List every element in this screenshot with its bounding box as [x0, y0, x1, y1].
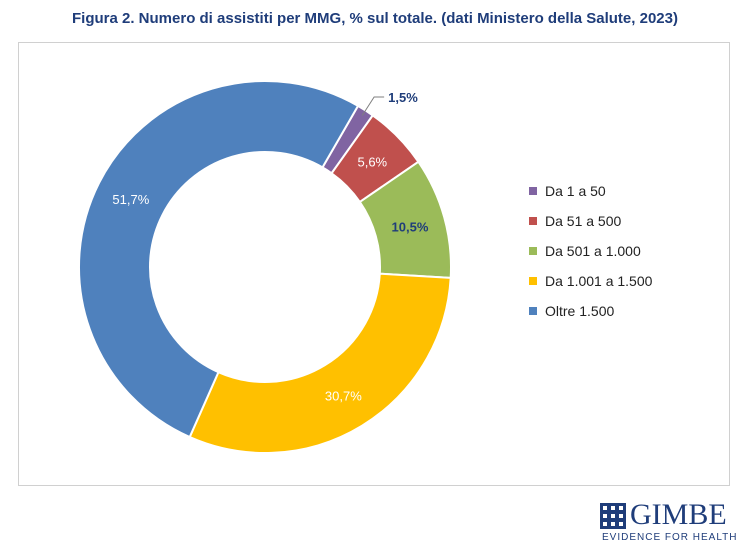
- leader-line-da-1-a-50: [361, 96, 385, 116]
- data-label-da-501-a-1-000: 10,5%: [392, 220, 429, 235]
- legend-item-da-1-001-a-1-500: Da 1.001 a 1.500: [529, 266, 652, 296]
- legend-label: Da 1 a 50: [545, 183, 606, 199]
- data-label-oltre-1-500: 51,7%: [112, 192, 149, 207]
- legend-label: Da 501 a 1.000: [545, 243, 641, 259]
- gimbe-logo-icon: [600, 503, 626, 529]
- legend: Da 1 a 50 Da 51 a 500 Da 501 a 1.000 Da 1.0…: [529, 176, 652, 326]
- legend-item-da-51-a-500: Da 51 a 500: [529, 206, 652, 236]
- legend-label: Da 51 a 500: [545, 213, 622, 229]
- legend-item-da-1-a-50: Da 1 a 50: [529, 176, 652, 206]
- legend-swatch: [529, 187, 537, 195]
- data-label-da-1-a-50: 1,5%: [388, 90, 418, 105]
- legend-swatch: [529, 217, 537, 225]
- legend-item-da-501-a-1-000: Da 501 a 1.000: [529, 236, 652, 266]
- legend-item-oltre-1-500: Oltre 1.500: [529, 296, 652, 326]
- logo-tagline: EVIDENCE FOR HEALTH: [602, 532, 738, 543]
- legend-swatch: [529, 277, 537, 285]
- data-label-da-51-a-500: 5,6%: [357, 154, 387, 169]
- legend-label: Da 1.001 a 1.500: [545, 273, 653, 289]
- chart-title: Figura 2. Numero di assistiti per MMG, %…: [72, 10, 678, 27]
- legend-label: Oltre 1.500: [545, 303, 615, 319]
- gimbe-logo: GIMBE EVIDENCE FOR HEALTH: [600, 498, 740, 548]
- slice-oltre-1-500: [78, 80, 360, 439]
- slice-da-1-001-a-1-500: [188, 272, 452, 454]
- legend-swatch: [529, 307, 537, 315]
- logo-name: GIMBE: [630, 498, 727, 531]
- legend-swatch: [529, 247, 537, 255]
- chart-area: [18, 42, 730, 486]
- data-label-da-1-001-a-1-500: 30,7%: [325, 388, 362, 403]
